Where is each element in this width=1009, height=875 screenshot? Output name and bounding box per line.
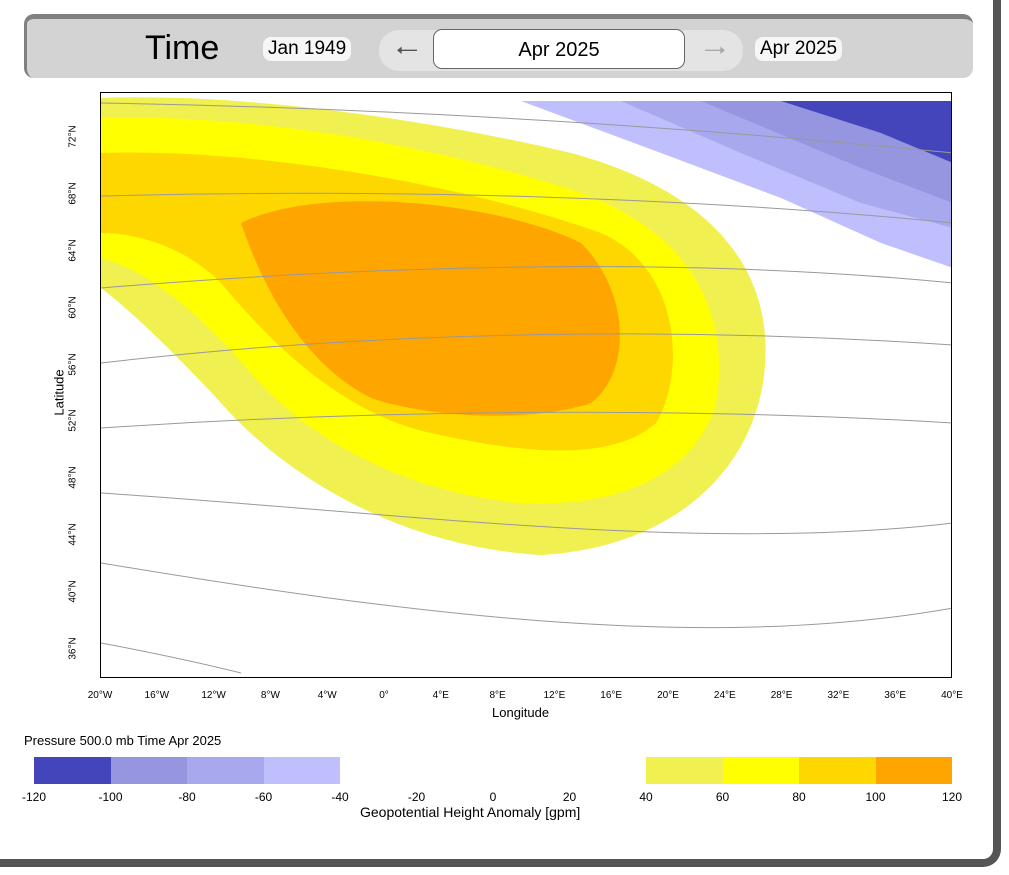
lon-tick-label: 28°E xyxy=(770,690,793,701)
map-canvas xyxy=(101,97,951,674)
lat-tick-label: 64°N xyxy=(67,239,79,262)
current-date-field[interactable]: Apr 2025 xyxy=(433,29,685,69)
lon-tick-label: 32°E xyxy=(827,690,850,701)
lon-tick-label: 40°E xyxy=(941,690,963,701)
lon-tick-label: 8°E xyxy=(489,690,506,701)
colorbar-bin xyxy=(110,757,187,784)
x-axis-label: Longitude xyxy=(492,705,550,720)
colorbar-tick-label: 60 xyxy=(715,790,730,804)
arrow-left-icon[interactable]: 🠀 xyxy=(395,35,419,66)
lat-tick-label: 72°N xyxy=(67,125,79,148)
colorbar-tick-label: 40 xyxy=(639,790,653,804)
colorbar-bin xyxy=(722,757,799,784)
lat-tick-label: 48°N xyxy=(67,466,79,489)
colorbar-bin xyxy=(263,757,340,784)
lon-tick-label: 8°W xyxy=(260,690,280,701)
lon-tick-label: 4°W xyxy=(317,690,337,701)
colorbar-bin xyxy=(34,757,111,784)
colorbar-tick-label: -20 xyxy=(407,790,426,804)
colorbar-tick-label: -100 xyxy=(98,790,123,804)
colorbar-tick-label: -80 xyxy=(178,790,196,804)
colorbar-bin xyxy=(799,757,876,784)
colorbar-tick-label: 0 xyxy=(489,790,497,804)
map-gridlines xyxy=(101,102,951,674)
colorbar-tick-label: -120 xyxy=(21,790,47,804)
colorbar-bin xyxy=(646,757,723,784)
colorbar-tick-label: 80 xyxy=(792,790,806,804)
lat-tick-label: 36°N xyxy=(67,637,79,660)
time-label: Time xyxy=(145,29,220,67)
positive-anomaly-region xyxy=(101,97,766,555)
colorbar-title: Geopotential Height Anomaly [gpm] xyxy=(360,804,581,820)
lat-tick-label: 40°N xyxy=(67,580,79,603)
colorbar-tick-label: -40 xyxy=(331,790,349,804)
lon-tick-label: 0° xyxy=(379,690,389,701)
lon-tick-label: 24°E xyxy=(713,690,736,701)
lon-tick-label: 16°E xyxy=(600,690,623,701)
y-axis-label: Latitude xyxy=(51,369,67,416)
start-date[interactable]: Jan 1949 xyxy=(263,37,352,61)
end-date[interactable]: Apr 2025 xyxy=(755,37,843,61)
lat-tick-label: 68°N xyxy=(67,182,79,205)
colorbar-tick-label: 100 xyxy=(865,790,886,804)
lon-tick-label: 12°E xyxy=(543,690,566,701)
lat-tick-label: 52°N xyxy=(67,409,79,433)
arrow-right-icon[interactable]: 🠂 xyxy=(703,35,727,66)
colorbar-tick-label: 120 xyxy=(941,790,963,804)
lat-tick-label: 56°N xyxy=(67,352,79,376)
colorbar-bin xyxy=(875,757,952,784)
lat-tick-label: 44°N xyxy=(67,523,79,546)
lon-tick-label: 20°W xyxy=(87,690,113,701)
lon-tick-label: 4°E xyxy=(432,690,449,701)
legend-caption: Pressure 500.0 mb Time Apr 2025 xyxy=(24,733,222,748)
colorbar-tick-label: 20 xyxy=(562,790,577,804)
lon-tick-label: 20°E xyxy=(657,690,679,701)
lon-tick-label: 12°W xyxy=(201,690,226,701)
colorbar-tick-label: -60 xyxy=(254,790,273,804)
anomaly-map xyxy=(100,92,952,678)
lat-tick-label: 60°N xyxy=(67,295,79,319)
colorbar-bin xyxy=(187,757,264,784)
lon-tick-label: 16°W xyxy=(144,690,170,701)
lon-tick-label: 36°E xyxy=(884,690,907,701)
time-control: Time Jan 1949 🠀 🠂 Apr 2025 Apr 2025 xyxy=(24,14,973,78)
